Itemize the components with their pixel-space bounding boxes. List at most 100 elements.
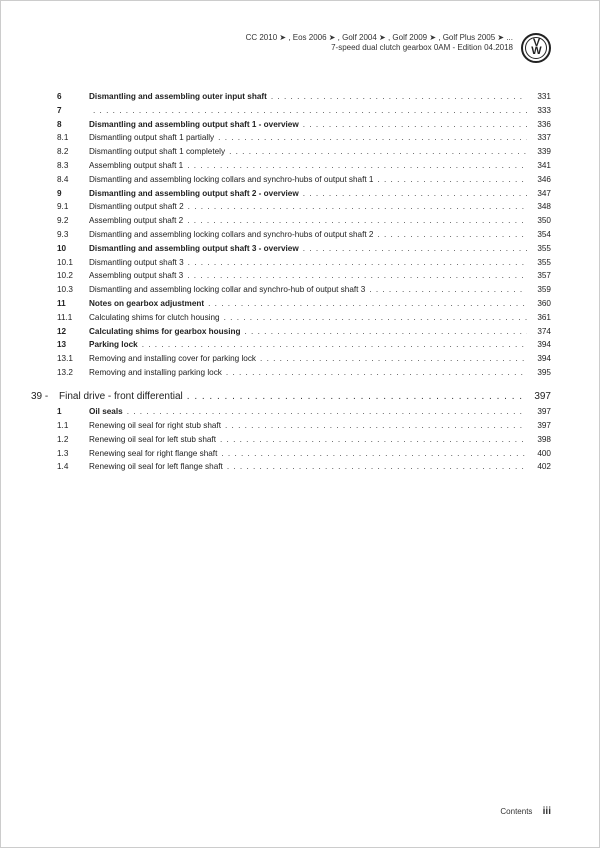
toc-row: 10.2Assembling output shaft 3. . . . . .…	[57, 270, 551, 282]
toc-entry-number: 12	[57, 326, 89, 338]
toc-leader-dots: . . . . . . . . . . . . . . . . . . . . …	[303, 119, 527, 131]
section-number: 39 -	[31, 391, 59, 402]
toc-entry-page: 374	[527, 326, 551, 338]
toc-entry-title: Notes on gearbox adjustment	[89, 298, 208, 310]
toc-entry-title: Parking lock	[89, 339, 142, 351]
toc-row: 8Dismantling and assembling output shaft…	[57, 119, 551, 131]
table-of-contents: 6Dismantling and assembling outer input …	[57, 91, 551, 474]
toc-leader-dots: . . . . . . . . . . . . . . . . . . . . …	[229, 146, 527, 158]
toc-row: 9.3Dismantling and assembling locking co…	[57, 229, 551, 241]
toc-leader-dots: . . . . . . . . . . . . . . . . . . . . …	[303, 188, 527, 200]
toc-leader-dots: . . . . . . . . . . . . . . . . . . . . …	[187, 160, 527, 172]
toc-entry-title: Assembling output shaft 1	[89, 160, 187, 172]
toc-leader-dots: . . . . . . . . . . . . . . . . . . . . …	[226, 367, 527, 379]
toc-leader-dots: . . . . . . . . . . . . . . . . . . . . …	[303, 243, 527, 255]
toc-entry-title: Dismantling and assembling outer input s…	[89, 91, 271, 103]
toc-entry-page: 397	[527, 420, 551, 432]
toc-entry-number: 8	[57, 119, 89, 131]
toc-row: 10.3Dismantling and assembling locking c…	[57, 284, 551, 296]
toc-leader-dots: . . . . . . . . . . . . . . . . . . . . …	[188, 257, 527, 269]
toc-leader-dots: . . . . . . . . . . . . . . . . . . . . …	[220, 434, 527, 446]
toc-leader-dots: . . . . . . . . . . . . . . . . . . . . …	[187, 391, 527, 402]
toc-entry-title: Calculating shims for gearbox housing	[89, 326, 245, 338]
toc-row: 11.1Calculating shims for clutch housing…	[57, 312, 551, 324]
toc-row: 8.4Dismantling and assembling locking co…	[57, 174, 551, 186]
toc-entry-number: 10.2	[57, 270, 89, 282]
toc-row: 13.1Removing and installing cover for pa…	[57, 353, 551, 365]
toc-entry-number: 13.2	[57, 367, 89, 379]
toc-entry-page: 339	[527, 146, 551, 158]
toc-section-heading: 39 - Final drive - front differential . …	[57, 391, 551, 402]
toc-leader-dots: . . . . . . . . . . . . . . . . . . . . …	[142, 339, 527, 351]
toc-leader-dots: . . . . . . . . . . . . . . . . . . . . …	[377, 229, 527, 241]
toc-entry-page: 347	[527, 188, 551, 200]
toc-leader-dots: . . . . . . . . . . . . . . . . . . . . …	[208, 298, 527, 310]
toc-entry-number: 13	[57, 339, 89, 351]
toc-entry-number: 9.3	[57, 229, 89, 241]
toc-row: 9.1Dismantling output shaft 2. . . . . .…	[57, 201, 551, 213]
toc-row: 8.1Dismantling output shaft 1 partially.…	[57, 132, 551, 144]
toc-entry-number: 10.3	[57, 284, 89, 296]
toc-entry-page: 400	[527, 448, 551, 460]
toc-entry-number: 7	[57, 105, 89, 117]
toc-leader-dots: . . . . . . . . . . . . . . . . . . . . …	[221, 448, 527, 460]
toc-entry-number: 11.1	[57, 312, 89, 324]
header-text: CC 2010 ➤ , Eos 2006 ➤ , Golf 2004 ➤ , G…	[246, 33, 513, 54]
toc-entry-title: Dismantling output shaft 1 partially	[89, 132, 218, 144]
toc-row: 8.2Dismantling output shaft 1 completely…	[57, 146, 551, 158]
page-content: CC 2010 ➤ , Eos 2006 ➤ , Golf 2004 ➤ , G…	[1, 1, 599, 507]
toc-leader-dots: . . . . . . . . . . . . . . . . . . . . …	[377, 174, 527, 186]
toc-entry-number: 13.1	[57, 353, 89, 365]
toc-row: 10Dismantling and assembling output shaf…	[57, 243, 551, 255]
toc-row: 13.2Removing and installing parking lock…	[57, 367, 551, 379]
toc-entry-title: Renewing oil seal for right stub shaft	[89, 420, 225, 432]
toc-entry-title: Renewing oil seal for left stub shaft	[89, 434, 220, 446]
toc-entry-title: Dismantling output shaft 3	[89, 257, 188, 269]
toc-entry-title: Oil seals	[89, 406, 127, 418]
toc-entry-title: Dismantling and assembling output shaft …	[89, 188, 303, 200]
toc-entry-title: Removing and installing cover for parkin…	[89, 353, 260, 365]
toc-entry-number: 1	[57, 406, 89, 418]
toc-entry-number: 1.3	[57, 448, 89, 460]
toc-entry-title: Dismantling and assembling output shaft …	[89, 243, 303, 255]
toc-entry-page: 336	[527, 119, 551, 131]
toc-row: 11Notes on gearbox adjustment. . . . . .…	[57, 298, 551, 310]
toc-entry-page: 350	[527, 215, 551, 227]
toc-row: 12Calculating shims for gearbox housing.…	[57, 326, 551, 338]
toc-leader-dots: . . . . . . . . . . . . . . . . . . . . …	[188, 201, 527, 213]
section-title: Final drive - front differential	[59, 391, 187, 402]
toc-leader-dots: . . . . . . . . . . . . . . . . . . . . …	[227, 461, 527, 473]
toc-entry-page: 331	[527, 91, 551, 103]
toc-entry-page: 398	[527, 434, 551, 446]
toc-row: 7 . . . . . . . . . . . . . . . . . . . .…	[57, 105, 551, 117]
toc-entry-number: 11	[57, 298, 89, 310]
toc-leader-dots: . . . . . . . . . . . . . . . . . . . . …	[187, 270, 527, 282]
toc-leader-dots: . . . . . . . . . . . . . . . . . . . . …	[225, 420, 527, 432]
toc-entry-title: Dismantling and assembling output shaft …	[89, 119, 303, 131]
toc-leader-dots: . . . . . . . . . . . . . . . . . . . . …	[93, 105, 527, 117]
vw-logo-icon: VW	[521, 33, 551, 63]
toc-entry-page: 394	[527, 353, 551, 365]
toc-entry-page: 397	[527, 406, 551, 418]
footer-label: Contents	[500, 807, 532, 816]
toc-entry-title: Renewing seal for right flange shaft	[89, 448, 221, 460]
toc-entry-page: 361	[527, 312, 551, 324]
toc-entry-page: 394	[527, 339, 551, 351]
toc-entry-page: 337	[527, 132, 551, 144]
toc-entry-page: 348	[527, 201, 551, 213]
toc-row: 1.3Renewing seal for right flange shaft.…	[57, 448, 551, 460]
toc-entry-page: 346	[527, 174, 551, 186]
toc-entry-title: Dismantling output shaft 1 completely	[89, 146, 229, 158]
toc-leader-dots: . . . . . . . . . . . . . . . . . . . . …	[271, 91, 527, 103]
toc-entry-number: 1.2	[57, 434, 89, 446]
toc-leader-dots: . . . . . . . . . . . . . . . . . . . . …	[127, 406, 527, 418]
toc-entry-page: 333	[527, 105, 551, 117]
header-line-2: 7-speed dual clutch gearbox 0AM - Editio…	[246, 43, 513, 53]
toc-leader-dots: . . . . . . . . . . . . . . . . . . . . …	[260, 353, 527, 365]
toc-entry-page: 357	[527, 270, 551, 282]
toc-row: 10.1Dismantling output shaft 3. . . . . …	[57, 257, 551, 269]
toc-row: 1Oil seals. . . . . . . . . . . . . . . …	[57, 406, 551, 418]
toc-leader-dots: . . . . . . . . . . . . . . . . . . . . …	[218, 132, 527, 144]
toc-leader-dots: . . . . . . . . . . . . . . . . . . . . …	[245, 326, 528, 338]
toc-entry-title: Assembling output shaft 3	[89, 270, 187, 282]
